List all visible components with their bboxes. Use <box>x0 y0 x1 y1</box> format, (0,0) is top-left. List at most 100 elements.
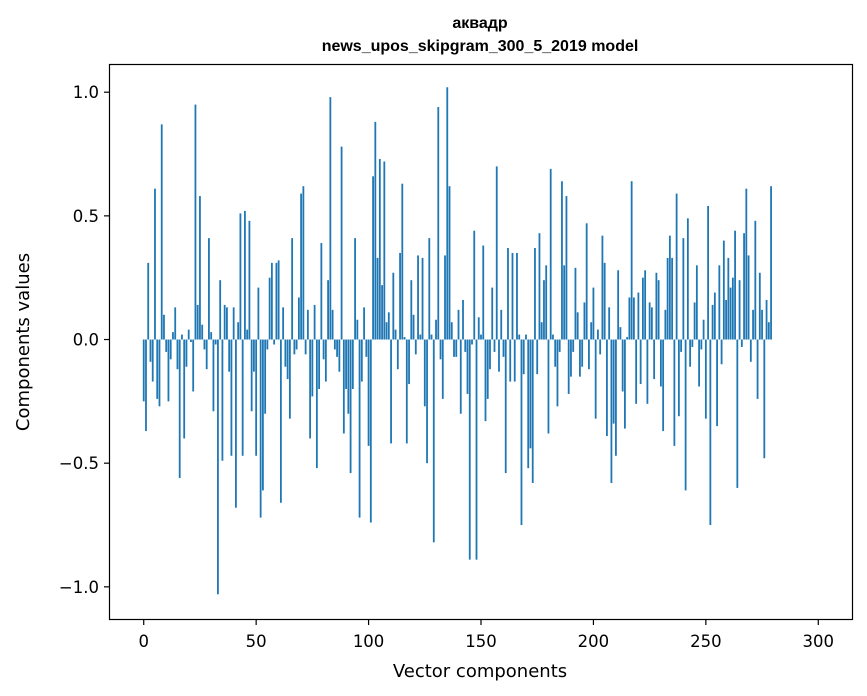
bar <box>414 339 417 355</box>
bar <box>581 339 584 367</box>
bar <box>439 339 442 360</box>
bar <box>401 183 404 340</box>
bar <box>286 339 289 380</box>
bar <box>349 339 352 474</box>
bar <box>628 297 631 340</box>
bar <box>253 339 255 372</box>
bar <box>230 339 233 456</box>
x-tick-label: 250 <box>690 632 722 651</box>
bar <box>767 322 770 340</box>
bar <box>356 319 359 340</box>
bar <box>430 334 433 340</box>
bar <box>208 238 210 340</box>
bar <box>531 339 534 483</box>
y-tick-label: 0.0 <box>73 331 99 350</box>
bar <box>367 339 370 446</box>
bar <box>509 339 512 382</box>
bar <box>336 339 338 357</box>
bar <box>345 339 347 389</box>
bar <box>304 339 307 355</box>
bar <box>684 339 687 491</box>
bar <box>297 297 300 340</box>
bar <box>417 255 419 340</box>
bar <box>601 235 604 340</box>
bar <box>149 339 152 362</box>
bar <box>306 309 309 340</box>
bar <box>653 339 656 380</box>
bar <box>477 317 480 340</box>
bar <box>758 272 761 340</box>
bar <box>223 304 226 340</box>
bar <box>423 339 426 407</box>
chart-title: аквадр <box>452 15 508 32</box>
bar <box>520 339 523 526</box>
bar <box>511 252 514 340</box>
bar <box>709 339 712 526</box>
x-tick-label: 50 <box>246 632 267 651</box>
bar <box>151 339 154 382</box>
bar <box>545 265 548 340</box>
bar <box>412 314 415 340</box>
bar <box>680 339 683 352</box>
bar <box>185 339 188 367</box>
bar <box>552 334 554 340</box>
bar <box>351 339 354 389</box>
bar <box>493 339 496 352</box>
bar <box>621 339 624 392</box>
bar <box>563 265 566 340</box>
bar <box>543 280 545 340</box>
bar <box>300 193 303 340</box>
bar <box>534 248 536 340</box>
bar <box>570 339 572 377</box>
bar <box>686 218 689 340</box>
bar <box>675 193 678 340</box>
bar <box>212 339 215 412</box>
bar <box>419 334 422 340</box>
bar <box>255 339 258 456</box>
bar <box>295 339 298 350</box>
bar <box>612 339 615 424</box>
bar <box>435 319 437 340</box>
bar <box>329 97 332 340</box>
bar <box>315 339 318 469</box>
bar <box>363 307 365 340</box>
bar <box>615 339 617 456</box>
bar <box>574 267 577 340</box>
bar <box>603 262 606 340</box>
bar <box>594 339 597 419</box>
bar <box>567 339 570 394</box>
bar <box>630 181 633 340</box>
bar <box>273 339 276 345</box>
bar <box>169 339 172 360</box>
bar <box>318 339 321 389</box>
bar <box>626 337 629 340</box>
bar <box>761 309 763 340</box>
bar <box>313 304 316 340</box>
bar <box>142 339 145 402</box>
bar <box>163 314 165 340</box>
bar <box>446 87 449 340</box>
bar <box>244 210 246 340</box>
bar <box>378 158 381 340</box>
bar <box>338 339 341 372</box>
bar <box>156 339 159 399</box>
bar <box>606 339 608 436</box>
bar <box>205 339 208 370</box>
bar <box>693 302 696 340</box>
bar <box>387 312 390 340</box>
bar <box>302 186 305 340</box>
x-tick-label: 150 <box>465 632 497 651</box>
bar <box>547 339 550 434</box>
bar <box>644 270 647 340</box>
bar <box>610 339 613 483</box>
bar <box>646 339 649 404</box>
bar <box>666 257 669 340</box>
bar <box>635 339 638 404</box>
bar <box>275 262 278 340</box>
bar <box>633 297 635 340</box>
bar <box>365 339 368 357</box>
bar <box>183 339 186 439</box>
bar <box>259 339 262 518</box>
bar <box>637 292 640 340</box>
bar <box>374 121 377 340</box>
